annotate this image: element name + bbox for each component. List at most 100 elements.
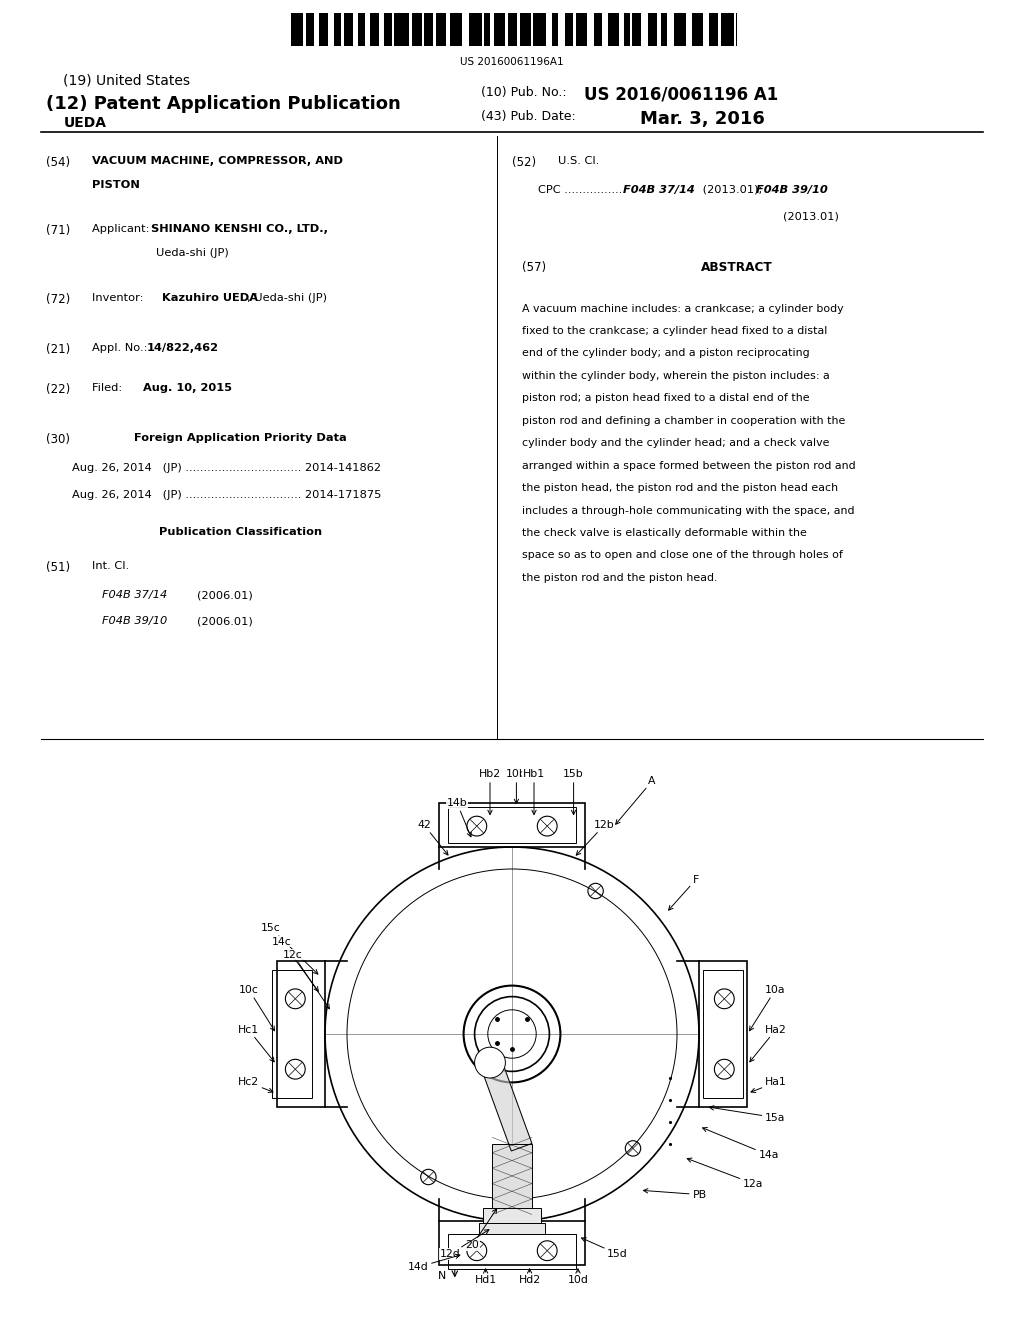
- Text: (2006.01): (2006.01): [197, 590, 252, 601]
- Text: arranged within a space formed between the piston rod and: arranged within a space formed between t…: [522, 461, 856, 471]
- Text: PISTON: PISTON: [92, 180, 140, 190]
- Bar: [620, 13, 624, 46]
- Text: the piston rod and the piston head.: the piston rod and the piston head.: [522, 573, 718, 583]
- Text: F: F: [669, 875, 698, 909]
- Bar: [657, 13, 660, 46]
- Text: Int. Cl.: Int. Cl.: [92, 561, 129, 572]
- Circle shape: [474, 1047, 506, 1078]
- Text: 12a: 12a: [687, 1158, 763, 1188]
- Text: Mar. 3, 2016: Mar. 3, 2016: [640, 110, 765, 128]
- Text: Filed:: Filed:: [92, 383, 152, 393]
- Text: Hc2: Hc2: [238, 1077, 273, 1093]
- Bar: [392, 13, 394, 46]
- Bar: [287, 13, 291, 46]
- Bar: [587, 13, 594, 46]
- Bar: [287, 13, 737, 46]
- Text: (2013.01): (2013.01): [783, 211, 840, 222]
- Text: ABSTRACT: ABSTRACT: [701, 261, 773, 275]
- Bar: [641, 13, 648, 46]
- Text: Hb1: Hb1: [523, 770, 545, 814]
- Text: , Ueda-shi (JP): , Ueda-shi (JP): [247, 293, 327, 304]
- Bar: [449, 1234, 575, 1270]
- Text: UEDA: UEDA: [63, 116, 106, 131]
- Bar: [493, 1144, 531, 1214]
- Bar: [433, 13, 436, 46]
- Text: 10d: 10d: [567, 1269, 589, 1286]
- Bar: [379, 13, 384, 46]
- Text: 14a: 14a: [702, 1127, 779, 1160]
- Text: (2006.01): (2006.01): [197, 616, 252, 627]
- Text: Hc1: Hc1: [238, 1024, 274, 1061]
- Bar: [303, 13, 306, 46]
- Bar: [517, 13, 519, 46]
- Bar: [272, 970, 311, 1098]
- Text: Aug. 10, 2015: Aug. 10, 2015: [143, 383, 232, 393]
- Bar: [572, 13, 577, 46]
- Text: 12c: 12c: [284, 950, 330, 1008]
- Text: Hd1: Hd1: [474, 1269, 497, 1286]
- Text: Publication Classification: Publication Classification: [159, 527, 323, 537]
- Bar: [313, 13, 318, 46]
- Bar: [699, 961, 748, 1106]
- Bar: [558, 13, 565, 46]
- Text: 15c: 15c: [261, 924, 317, 974]
- Text: (71): (71): [46, 224, 71, 238]
- Bar: [483, 1208, 541, 1225]
- Bar: [703, 13, 710, 46]
- Text: (51): (51): [46, 561, 71, 574]
- Text: F04B 39/10: F04B 39/10: [756, 185, 827, 195]
- Text: 14d: 14d: [408, 1254, 460, 1272]
- Text: PB: PB: [643, 1188, 707, 1200]
- Text: cylinder body and the cylinder head; and a check valve: cylinder body and the cylinder head; and…: [522, 438, 829, 449]
- Bar: [630, 13, 632, 46]
- Text: (2013.01);: (2013.01);: [699, 185, 766, 195]
- Text: 14/822,462: 14/822,462: [146, 343, 218, 354]
- Text: Appl. No.:: Appl. No.:: [92, 343, 152, 354]
- Bar: [667, 13, 674, 46]
- Polygon shape: [479, 1056, 531, 1151]
- Text: 10c: 10c: [240, 985, 274, 1031]
- Text: Ha2: Ha2: [750, 1024, 786, 1061]
- Bar: [479, 1224, 545, 1234]
- Text: Kazuhiro UEDA: Kazuhiro UEDA: [162, 293, 258, 304]
- Bar: [366, 13, 370, 46]
- Text: fixed to the crankcase; a cylinder head fixed to a distal: fixed to the crankcase; a cylinder head …: [522, 326, 827, 337]
- Bar: [341, 13, 344, 46]
- Bar: [409, 13, 413, 46]
- Text: 14c: 14c: [272, 937, 318, 991]
- Bar: [482, 13, 484, 46]
- Text: 15a: 15a: [710, 1106, 785, 1122]
- Bar: [445, 13, 451, 46]
- Bar: [733, 13, 735, 46]
- Text: 10b: 10b: [506, 770, 526, 804]
- Bar: [505, 13, 508, 46]
- Text: (21): (21): [46, 343, 71, 356]
- Text: (72): (72): [46, 293, 71, 306]
- Bar: [439, 1221, 585, 1265]
- Text: VACUUM MACHINE, COMPRESSOR, AND: VACUUM MACHINE, COMPRESSOR, AND: [92, 156, 343, 166]
- Text: Inventor:: Inventor:: [92, 293, 155, 304]
- Text: 14b: 14b: [446, 799, 471, 837]
- Text: Hd2: Hd2: [518, 1269, 541, 1286]
- Text: Ha1: Ha1: [751, 1077, 786, 1093]
- Text: US 2016/0061196 A1: US 2016/0061196 A1: [584, 86, 778, 104]
- Bar: [276, 961, 325, 1106]
- Text: includes a through-hole communicating with the space, and: includes a through-hole communicating wi…: [522, 506, 855, 516]
- Text: (22): (22): [46, 383, 71, 396]
- Bar: [718, 13, 721, 46]
- Text: (57): (57): [522, 261, 547, 275]
- Text: the piston head, the piston rod and the piston head each: the piston head, the piston rod and the …: [522, 483, 839, 494]
- Text: (10) Pub. No.:: (10) Pub. No.:: [481, 86, 567, 99]
- Text: A: A: [615, 776, 656, 824]
- Bar: [703, 970, 743, 1098]
- Bar: [546, 13, 552, 46]
- Bar: [353, 13, 358, 46]
- Text: 15b: 15b: [563, 770, 584, 814]
- Bar: [490, 13, 495, 46]
- Text: N: N: [437, 1271, 445, 1280]
- Text: 42: 42: [417, 820, 447, 855]
- Text: F04B 37/14: F04B 37/14: [102, 590, 168, 601]
- Text: 12d: 12d: [440, 1230, 488, 1259]
- Bar: [686, 13, 692, 46]
- Text: 12b: 12b: [577, 820, 614, 855]
